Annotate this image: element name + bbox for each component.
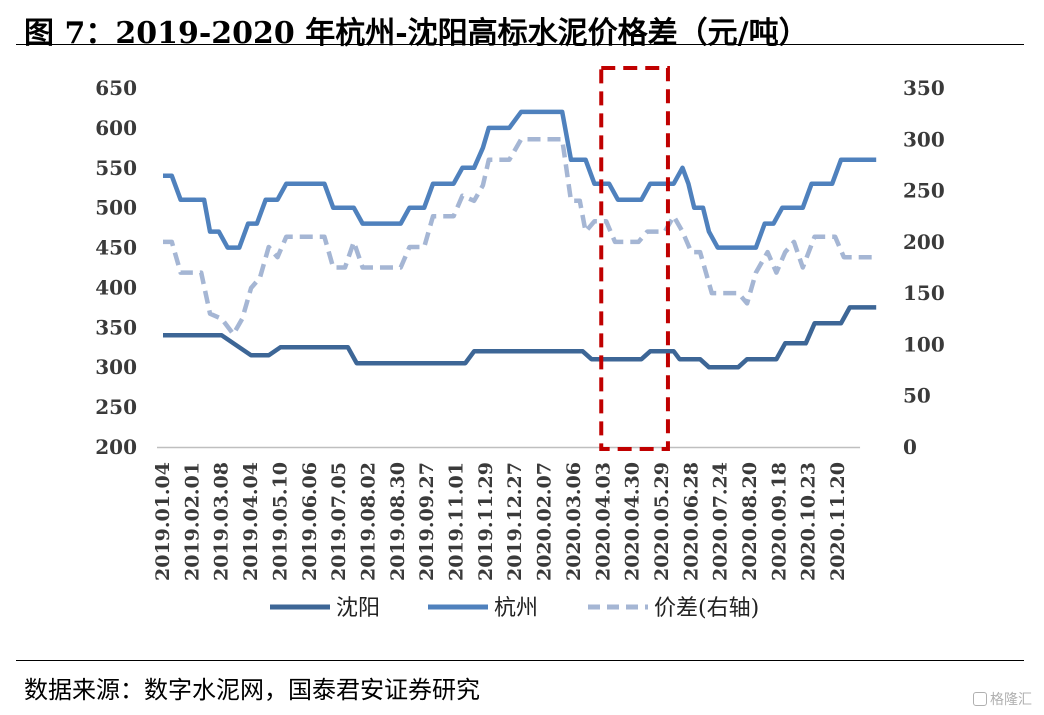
x-tick-label: 2020.03.06 [563, 462, 585, 581]
source-divider [16, 660, 1024, 661]
x-tick-label: 2019.03.08 [211, 462, 233, 581]
x-tick-label: 2019.02.01 [181, 462, 203, 581]
x-tick-label: 2019.05.10 [269, 462, 291, 581]
right-tick-label: 50 [903, 384, 931, 408]
right-tick-label: 250 [903, 179, 945, 203]
right-tick-label: 100 [903, 332, 945, 356]
x-tick-label: 2019.01.04 [152, 462, 174, 581]
left-tick-label: 200 [95, 435, 137, 459]
series-line-hangzhou [163, 109, 877, 250]
chart: 200 250 300 350 400 450 500 550 600 650 0 50 100 150… [95, 66, 945, 621]
left-tick-label: 650 [95, 76, 137, 100]
x-tick-label: 2020.10.23 [798, 462, 820, 581]
right-tick-label: 350 [903, 76, 945, 100]
left-tick-label: 550 [95, 156, 137, 180]
x-tick-label: 2019.08.30 [387, 462, 409, 581]
x-tick-label: 2019.09.27 [416, 462, 438, 581]
x-tick-label: 2019.11.29 [475, 462, 497, 581]
x-tick-label: 2020.07.24 [710, 462, 732, 581]
x-tick-label: 2019.04.04 [240, 462, 262, 581]
x-tick-label: 2020.08.20 [739, 462, 761, 581]
x-tick-label: 2020.04.03 [592, 462, 614, 581]
left-tick-label: 600 [95, 116, 137, 140]
right-axis: 0 50 100 150 200 250 300 350 [903, 76, 945, 459]
watermark: 格隆汇 [973, 689, 1032, 709]
series-line-shenyang [163, 305, 877, 370]
x-tick-label: 2020.06.28 [680, 462, 702, 581]
left-tick-label: 450 [95, 236, 137, 260]
chart-title: 图 7：2019-2020 年杭州-沈阳高标水泥价格差（元/吨） [24, 16, 809, 51]
x-tick-label: 2020.02.07 [534, 462, 556, 581]
x-tick-label: 2020.04.30 [622, 462, 644, 581]
x-tick-label: 2019.08.02 [357, 462, 379, 581]
series-line-spread [163, 137, 877, 337]
x-tick-label: 2019.07.05 [328, 462, 350, 581]
source-note: 数据来源：数字水泥网，国泰君安证券研究 [24, 676, 480, 704]
legend: 沈阳 杭州 价差(右轴) [270, 596, 759, 621]
watermark-logo-icon [973, 692, 987, 706]
right-tick-label: 300 [903, 127, 945, 151]
left-tick-label: 400 [95, 275, 137, 299]
highlight-box [599, 66, 670, 451]
legend-label-hangzhou: 杭州 [494, 596, 538, 621]
highlight-rect [599, 66, 670, 451]
left-tick-label: 250 [95, 395, 137, 419]
x-tick-label: 2019.06.06 [299, 462, 321, 581]
x-tick-label: 2019.12.27 [504, 462, 526, 581]
x-tick-label: 2020.05.29 [651, 462, 673, 581]
left-axis: 200 250 300 350 400 450 500 550 600 650 [95, 76, 137, 459]
left-tick-label: 300 [95, 355, 137, 379]
plot-area [163, 109, 877, 370]
right-tick-label: 0 [903, 435, 917, 459]
legend-label-shenyang: 沈阳 [336, 596, 380, 621]
x-tick-label: 2020.09.18 [768, 462, 790, 581]
x-tick-label: 2020.11.20 [827, 462, 849, 581]
right-tick-label: 200 [903, 230, 945, 254]
title-divider [16, 44, 1024, 45]
legend-label-spread: 价差(右轴) [654, 596, 759, 621]
left-tick-label: 500 [95, 196, 137, 220]
x-axis: 2019.01.04 2019.02.01 2019.03.08 2019.04.04… [152, 446, 861, 581]
x-tick-label: 2019.11.01 [446, 462, 468, 581]
watermark-text: 格隆汇 [990, 692, 1032, 708]
right-tick-label: 150 [903, 281, 945, 305]
left-tick-label: 350 [95, 315, 137, 339]
